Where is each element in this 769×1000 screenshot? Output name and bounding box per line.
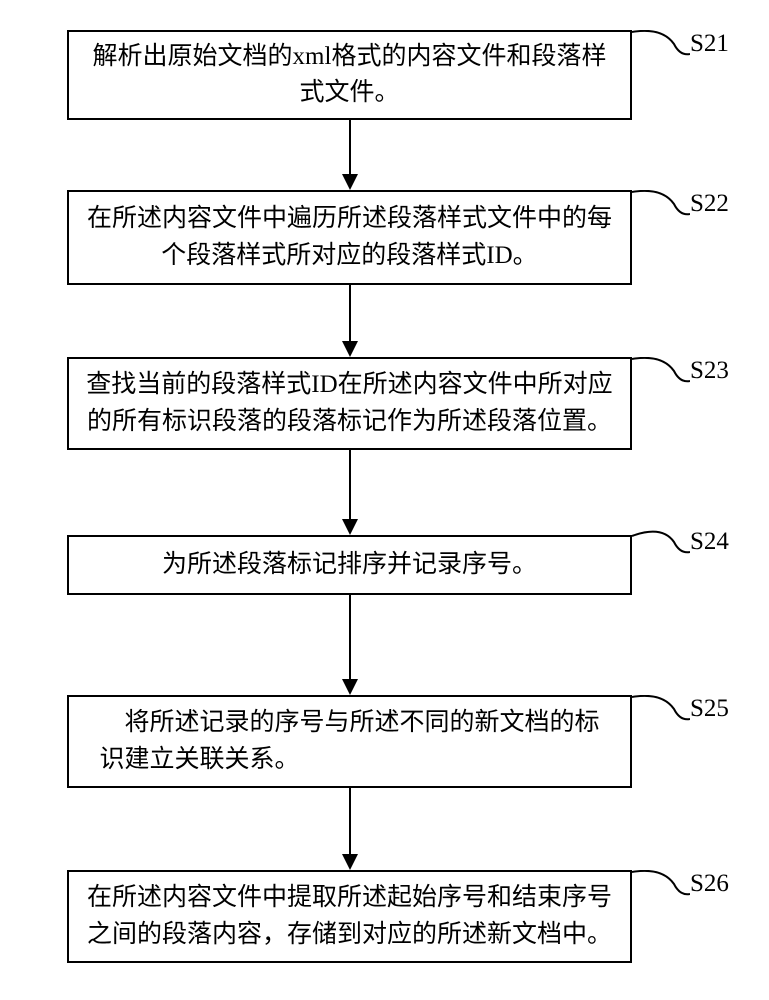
- flow-label-s25: S25: [690, 695, 729, 723]
- curve-s22: [632, 190, 690, 230]
- flowchart-canvas: 解析出原始文档的xml格式的内容文件和段落样 式文件。 S21 在所述内容文件中…: [0, 0, 769, 1000]
- flow-node-s25-text: 将所述记录的序号与所述不同的新文档的标 识建立关联关系。: [99, 705, 599, 778]
- flow-node-s22-text: 在所述内容文件中遍历所述段落样式文件中的每 个段落样式所对应的段落样式ID。: [87, 201, 612, 274]
- flow-label-s21: S21: [690, 30, 729, 58]
- flow-node-s24: 为所述段落标记排序并记录序号。: [67, 535, 632, 595]
- flow-label-s23: S23: [690, 357, 729, 385]
- flow-node-s25: 将所述记录的序号与所述不同的新文档的标 识建立关联关系。: [67, 695, 632, 788]
- flow-label-s22: S22: [690, 190, 729, 218]
- curve-s24: [632, 528, 690, 568]
- curve-s21: [632, 30, 690, 70]
- flow-node-s22: 在所述内容文件中遍历所述段落样式文件中的每 个段落样式所对应的段落样式ID。: [67, 190, 632, 285]
- flow-node-s24-text: 为所述段落标记排序并记录序号。: [162, 547, 537, 583]
- flow-node-s26: 在所述内容文件中提取所述起始序号和结束序号 之间的段落内容，存储到对应的所述新文…: [67, 870, 632, 963]
- flow-label-s24: S24: [690, 528, 729, 556]
- curve-s23: [632, 357, 690, 397]
- curve-s25: [632, 695, 690, 735]
- flow-node-s26-text: 在所述内容文件中提取所述起始序号和结束序号 之间的段落内容，存储到对应的所述新文…: [87, 880, 612, 953]
- flow-node-s21: 解析出原始文档的xml格式的内容文件和段落样 式文件。: [67, 30, 632, 120]
- curve-s26: [632, 870, 690, 910]
- flow-label-s26: S26: [690, 870, 729, 898]
- flow-node-s21-text: 解析出原始文档的xml格式的内容文件和段落样 式文件。: [93, 39, 607, 112]
- flow-node-s23-text: 查找当前的段落样式ID在所述内容文件中所对应 的所有标识段落的段落标记作为所述段…: [86, 367, 612, 440]
- flow-node-s23: 查找当前的段落样式ID在所述内容文件中所对应 的所有标识段落的段落标记作为所述段…: [67, 357, 632, 450]
